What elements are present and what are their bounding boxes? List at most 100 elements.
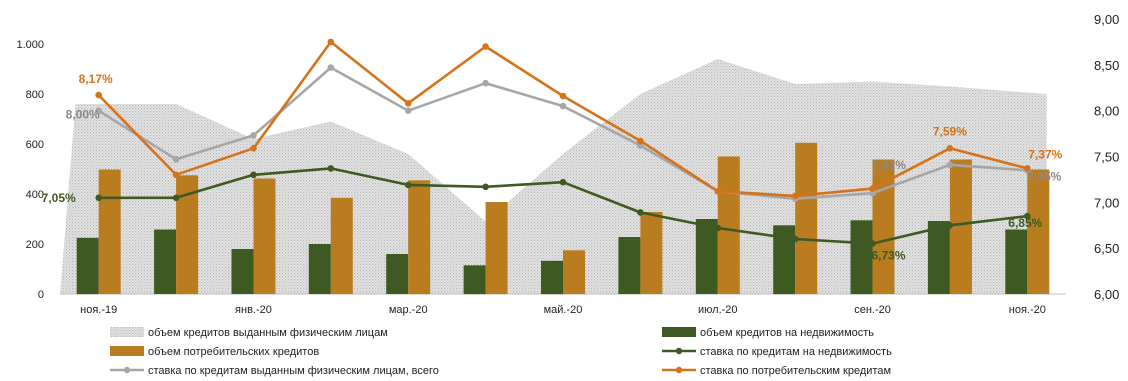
y-left-tick-label: 800 [26, 89, 44, 101]
point-line-total-rate [250, 132, 257, 139]
data-label: 7,41% [872, 158, 906, 172]
bar-consumer [872, 159, 895, 294]
point-line-consumer-rate [404, 100, 412, 107]
point-line-real-estate-rate [482, 183, 489, 191]
legend-label: ставка по кредитам выданным физическим л… [148, 365, 439, 377]
data-label: 8,17% [79, 72, 113, 86]
y-right-tick-label: 6,50 [1094, 241, 1119, 256]
point-line-real-estate-rate [172, 194, 180, 202]
point-line-real-estate-rate [714, 224, 722, 232]
bar-consumer [563, 250, 585, 295]
x-tick-label: мар.-20 [389, 304, 428, 316]
bar-real-estate [1005, 229, 1028, 294]
x-tick-label: сен.-20 [854, 304, 891, 316]
point-line-consumer-rate [250, 145, 257, 152]
bar-consumer [253, 178, 276, 294]
x-tick-label: ноя.-20 [1009, 304, 1046, 316]
point-line-total-rate [172, 156, 180, 163]
bar-consumer [330, 197, 353, 295]
y-right-tick-label: 8,00 [1094, 104, 1119, 119]
bar-real-estate [231, 249, 254, 294]
point-line-real-estate-rate [404, 181, 412, 189]
data-label: 7,35% [1027, 169, 1061, 183]
bar-consumer [640, 212, 663, 294]
y-left-tick-label: 400 [26, 189, 44, 201]
y-left-tick-label: 200 [26, 239, 44, 251]
x-tick-label: июл.-20 [698, 304, 738, 316]
bar-real-estate [308, 244, 331, 294]
data-label: 7,59% [933, 124, 967, 138]
data-label: 6,73% [871, 249, 905, 263]
legend-swatch-bar [662, 327, 696, 337]
bar-real-estate [695, 219, 718, 294]
point-line-real-estate-rate [327, 165, 335, 172]
point-line-real-estate-rate [869, 240, 876, 247]
legend-item: ставка по потребительским кредитам [662, 365, 891, 377]
bar-consumer [485, 202, 508, 294]
y-right-tick-label: 6,00 [1094, 287, 1119, 302]
bar-consumer [176, 175, 199, 295]
bar-real-estate [541, 260, 563, 295]
bar-consumer [717, 156, 740, 294]
point-line-total-rate [637, 142, 644, 149]
x-tick-label: янв.-20 [235, 304, 272, 316]
legend-swatch-area [110, 327, 144, 337]
bar-real-estate [386, 254, 409, 294]
data-label: 7,37% [1028, 147, 1062, 161]
legend-label: объем кредитов на недвижимость [700, 327, 874, 339]
point-line-consumer-rate [1024, 165, 1031, 172]
legend-label: ставка по кредитам на недвижимость [700, 346, 892, 358]
point-line-consumer-rate [791, 192, 799, 200]
legend-label: ставка по потребительским кредитам [700, 365, 891, 377]
point-line-consumer-rate [714, 188, 722, 195]
point-line-consumer-rate [559, 92, 567, 100]
point-line-total-rate [946, 161, 954, 169]
bar-consumer [949, 159, 972, 294]
legend-swatch-marker [675, 347, 683, 355]
point-line-total-rate [404, 107, 412, 114]
point-line-consumer-rate [327, 38, 335, 46]
point-line-total-rate [559, 102, 567, 110]
lines-layer [95, 38, 1031, 247]
bar-real-estate [618, 237, 641, 294]
point-line-consumer-rate [95, 91, 102, 99]
annotations-layer: 8,17% 8,00% 7,05% 7,59% 7,41% 6,73% 7,37% 7,35%… [42, 72, 1063, 263]
legend-item: ставка по кредитам выданным физическим л… [110, 365, 439, 377]
y-left-tick-label: 0 [38, 289, 44, 301]
point-line-real-estate-rate [559, 178, 567, 186]
point-line-real-estate-rate [1024, 212, 1031, 220]
bar-real-estate [927, 221, 950, 294]
point-line-consumer-rate [482, 43, 489, 50]
point-line-total-rate [869, 189, 876, 197]
bar-real-estate [773, 225, 796, 295]
point-line-real-estate-rate [637, 209, 644, 216]
legend-swatch-bar [110, 346, 144, 356]
point-line-consumer-rate [946, 145, 954, 152]
bar-consumer [795, 142, 818, 295]
point-line-real-estate-rate [791, 235, 799, 243]
x-tick-label: май.-20 [544, 304, 583, 316]
point-line-consumer-rate [172, 171, 180, 179]
point-line-total-rate [95, 107, 102, 114]
legend: объем кредитов выданным физическим лицам… [110, 327, 892, 377]
point-line-consumer-rate [869, 185, 876, 192]
legend-label: объем потребительских кредитов [148, 346, 319, 358]
bar-consumer [98, 169, 121, 294]
y-right-tick-label: 8,50 [1094, 58, 1119, 73]
legend-item: объем потребительских кредитов [110, 346, 319, 358]
data-label: 7,05% [42, 191, 76, 205]
bar-real-estate [463, 265, 486, 295]
legend-swatch-marker [123, 366, 131, 374]
legend-item: ставка по кредитам на недвижимость [662, 346, 892, 358]
legend-item: объем кредитов выданным физическим лицам [110, 327, 388, 339]
y-left-tick-label: 1.000 [16, 39, 44, 51]
y-right-tick-label: 7,50 [1094, 150, 1119, 165]
axes: 0 200 400 600 800 1.000 6,00 6,50 7,00 7,50 8,00 8,… [16, 12, 1119, 316]
bars-layer [76, 142, 1050, 295]
legend-label: объем кредитов выданным физическим лицам [148, 327, 388, 339]
data-label: 8,00% [66, 108, 100, 122]
point-line-total-rate [482, 79, 489, 87]
bar-consumer [408, 180, 431, 295]
point-line-real-estate-rate [946, 222, 954, 229]
